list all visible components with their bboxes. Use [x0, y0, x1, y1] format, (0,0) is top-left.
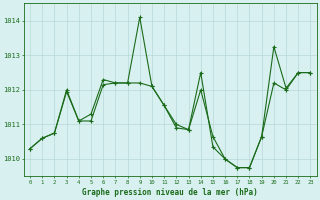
X-axis label: Graphe pression niveau de la mer (hPa): Graphe pression niveau de la mer (hPa) [82, 188, 258, 197]
